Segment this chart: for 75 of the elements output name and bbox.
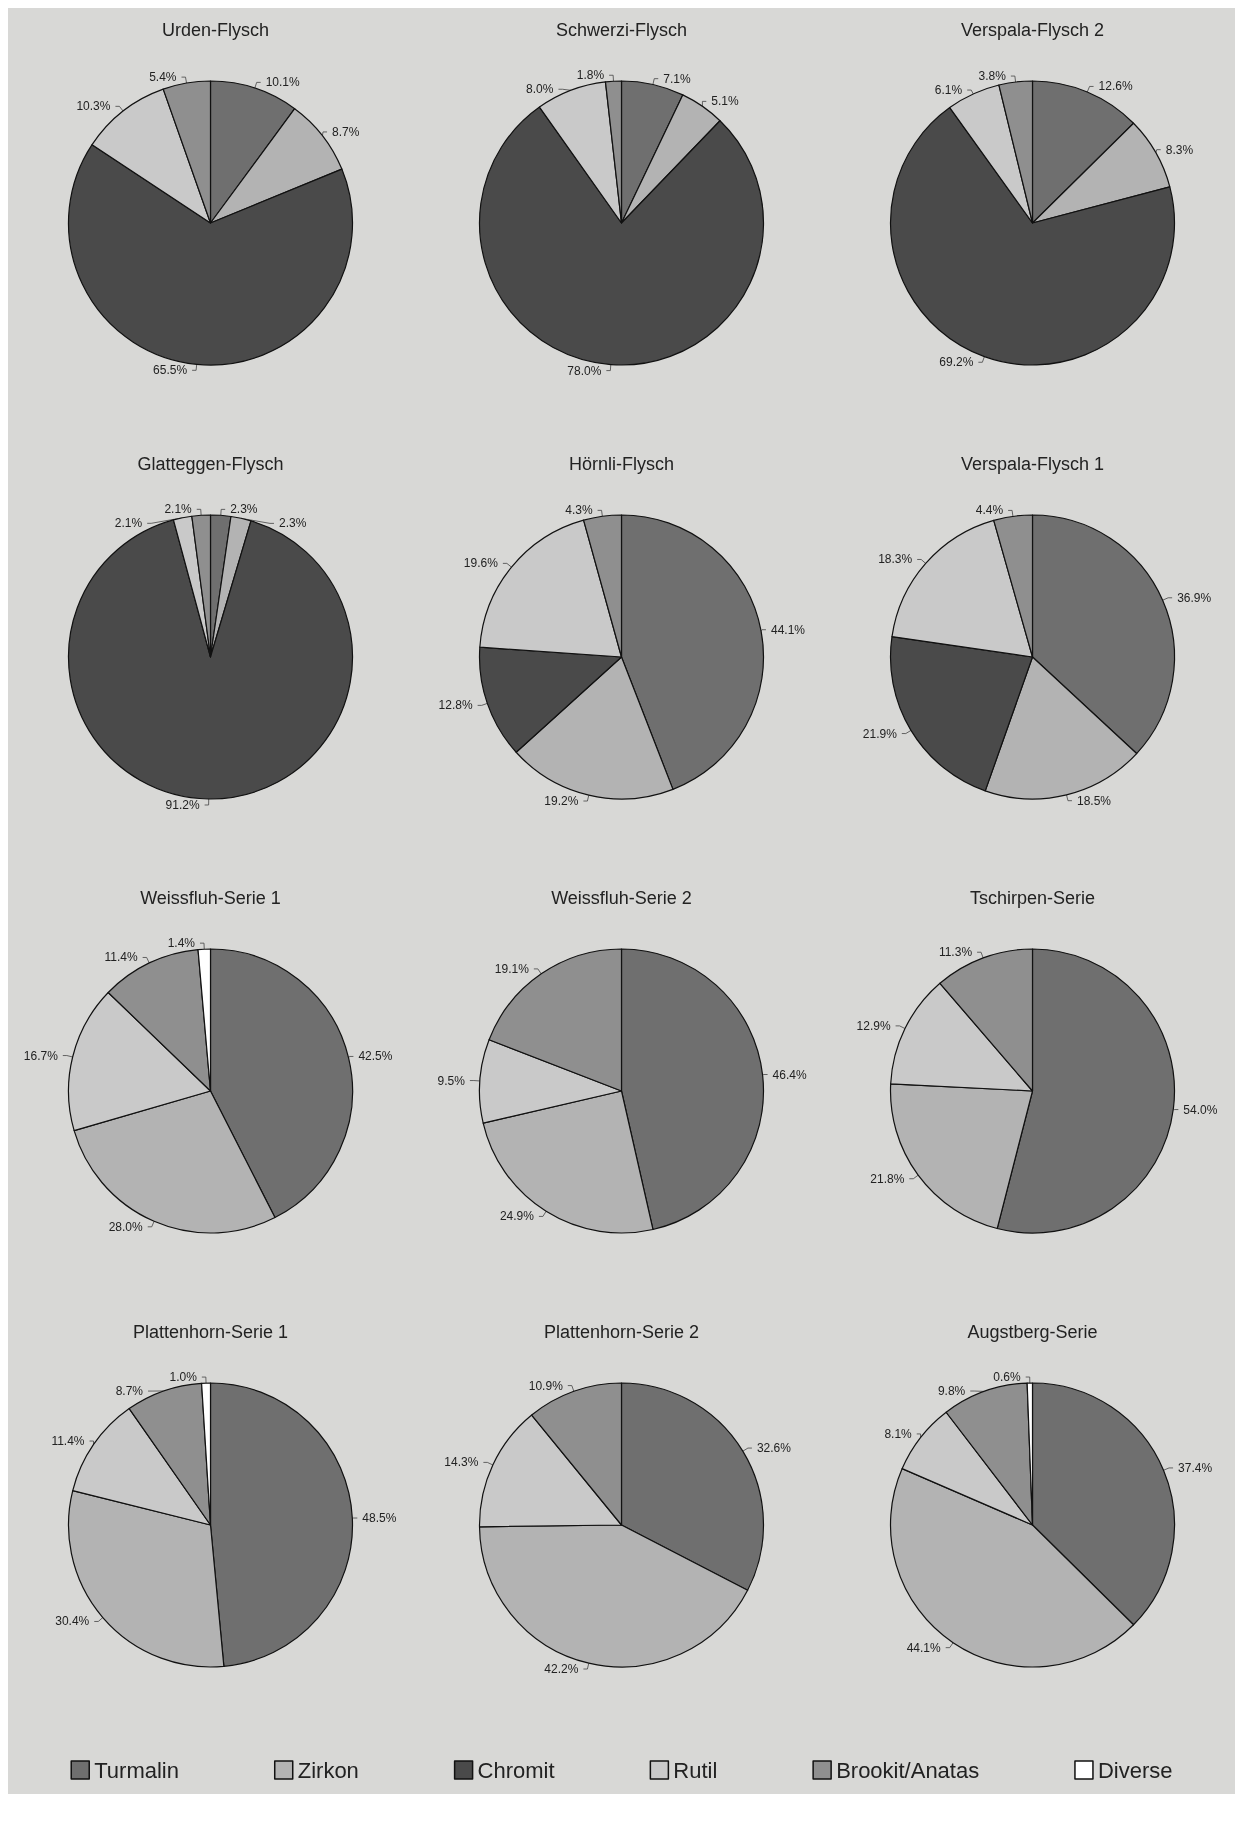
data-label: 3.8% (978, 69, 1007, 84)
data-label: 30.4% (55, 1614, 90, 1629)
data-label: 42.5% (358, 1049, 393, 1064)
data-label: 44.1% (906, 1640, 942, 1655)
data-label: 91.2% (165, 797, 200, 812)
data-label: 10.3% (76, 99, 111, 114)
chart-title: Plattenhorn-Serie 2 (543, 1322, 700, 1342)
legend-label: Turmalin (94, 1757, 179, 1783)
chart-title: Augstberg-Serie (967, 1322, 1098, 1342)
data-label: 2.3% (230, 502, 258, 517)
data-label: 14.3% (444, 1455, 479, 1470)
data-label: 12.6% (1098, 79, 1133, 94)
data-label: 1.4% (167, 936, 196, 951)
data-label: 78.0% (567, 363, 602, 378)
data-label: 21.9% (862, 726, 898, 741)
chart-title: Verspala-Flysch 2 (960, 20, 1105, 40)
data-label: 5.1% (711, 94, 739, 109)
data-label: 12.8% (438, 698, 473, 713)
data-label: 1.0% (169, 1370, 198, 1385)
legend-label: Zirkon (297, 1757, 359, 1783)
data-label: 10.9% (528, 1378, 564, 1393)
data-label: 7.1% (663, 71, 691, 86)
legend-label: Diverse (1097, 1757, 1173, 1783)
data-label: 18.5% (1076, 793, 1112, 808)
data-label: 8.1% (884, 1426, 913, 1441)
data-label: 54.0% (1183, 1102, 1218, 1117)
data-label: 44.1% (770, 622, 806, 637)
data-label: 32.6% (756, 1441, 792, 1456)
data-label: 0.6% (993, 1370, 1022, 1385)
data-label: 37.4% (1178, 1460, 1213, 1475)
chart-title: Verspala-Flysch 1 (960, 454, 1105, 474)
data-label: 36.9% (1177, 590, 1212, 605)
data-label: 48.5% (362, 1511, 397, 1526)
legend-label: Chromit (477, 1757, 555, 1783)
data-label: 5.4% (149, 70, 177, 85)
data-label: 11.4% (51, 1434, 85, 1449)
data-label: 19.6% (463, 556, 499, 571)
data-label: 21.8% (870, 1171, 905, 1186)
data-label: 11.3% (938, 945, 973, 960)
data-label: 69.2% (939, 355, 974, 370)
chart-title: Plattenhorn-Serie 1 (132, 1322, 289, 1342)
data-label: 9.5% (437, 1073, 466, 1088)
data-label: 9.8% (937, 1384, 966, 1399)
data-label: 19.1% (494, 961, 530, 976)
data-label: 24.9% (499, 1209, 535, 1224)
chart-title: Weissfluh-Serie 1 (140, 888, 281, 908)
data-label: 2.3% (278, 516, 307, 531)
data-label: 10.1% (265, 75, 301, 90)
data-label: 11.4% (104, 950, 138, 965)
data-label: 6.1% (934, 83, 963, 98)
legend-label: Brookit/Anatas (836, 1757, 980, 1783)
data-label: 18.3% (878, 552, 913, 567)
data-label: 28.0% (108, 1219, 144, 1234)
data-label: 65.5% (153, 363, 188, 378)
data-label: 2.1% (164, 502, 193, 517)
chart-title: Hörnli-Flysch (568, 454, 675, 474)
data-label: 19.2% (544, 794, 579, 809)
data-label: 42.2% (544, 1662, 579, 1677)
data-label: 16.7% (23, 1048, 59, 1063)
chart-title: Schwerzi-Flysch (555, 20, 688, 40)
data-label: 8.7% (332, 124, 360, 139)
data-label: 8.7% (115, 1384, 144, 1399)
chart-title: Tschirpen-Serie (969, 888, 1096, 908)
data-label: 8.3% (1165, 142, 1194, 157)
chart-title: Glatteggen-Flysch (137, 454, 284, 474)
chart-title: Urden-Flysch (161, 20, 270, 40)
data-label: 12.9% (856, 1018, 891, 1033)
data-label: 4.3% (565, 503, 593, 518)
data-label: 46.4% (772, 1067, 807, 1082)
data-label: 4.4% (975, 503, 1004, 518)
data-label: 8.0% (526, 82, 554, 97)
chart-title: Weissfluh-Serie 2 (551, 888, 692, 908)
data-label: 1.8% (576, 68, 605, 83)
data-label: 2.1% (114, 516, 143, 531)
legend-label: Rutil (673, 1757, 718, 1783)
